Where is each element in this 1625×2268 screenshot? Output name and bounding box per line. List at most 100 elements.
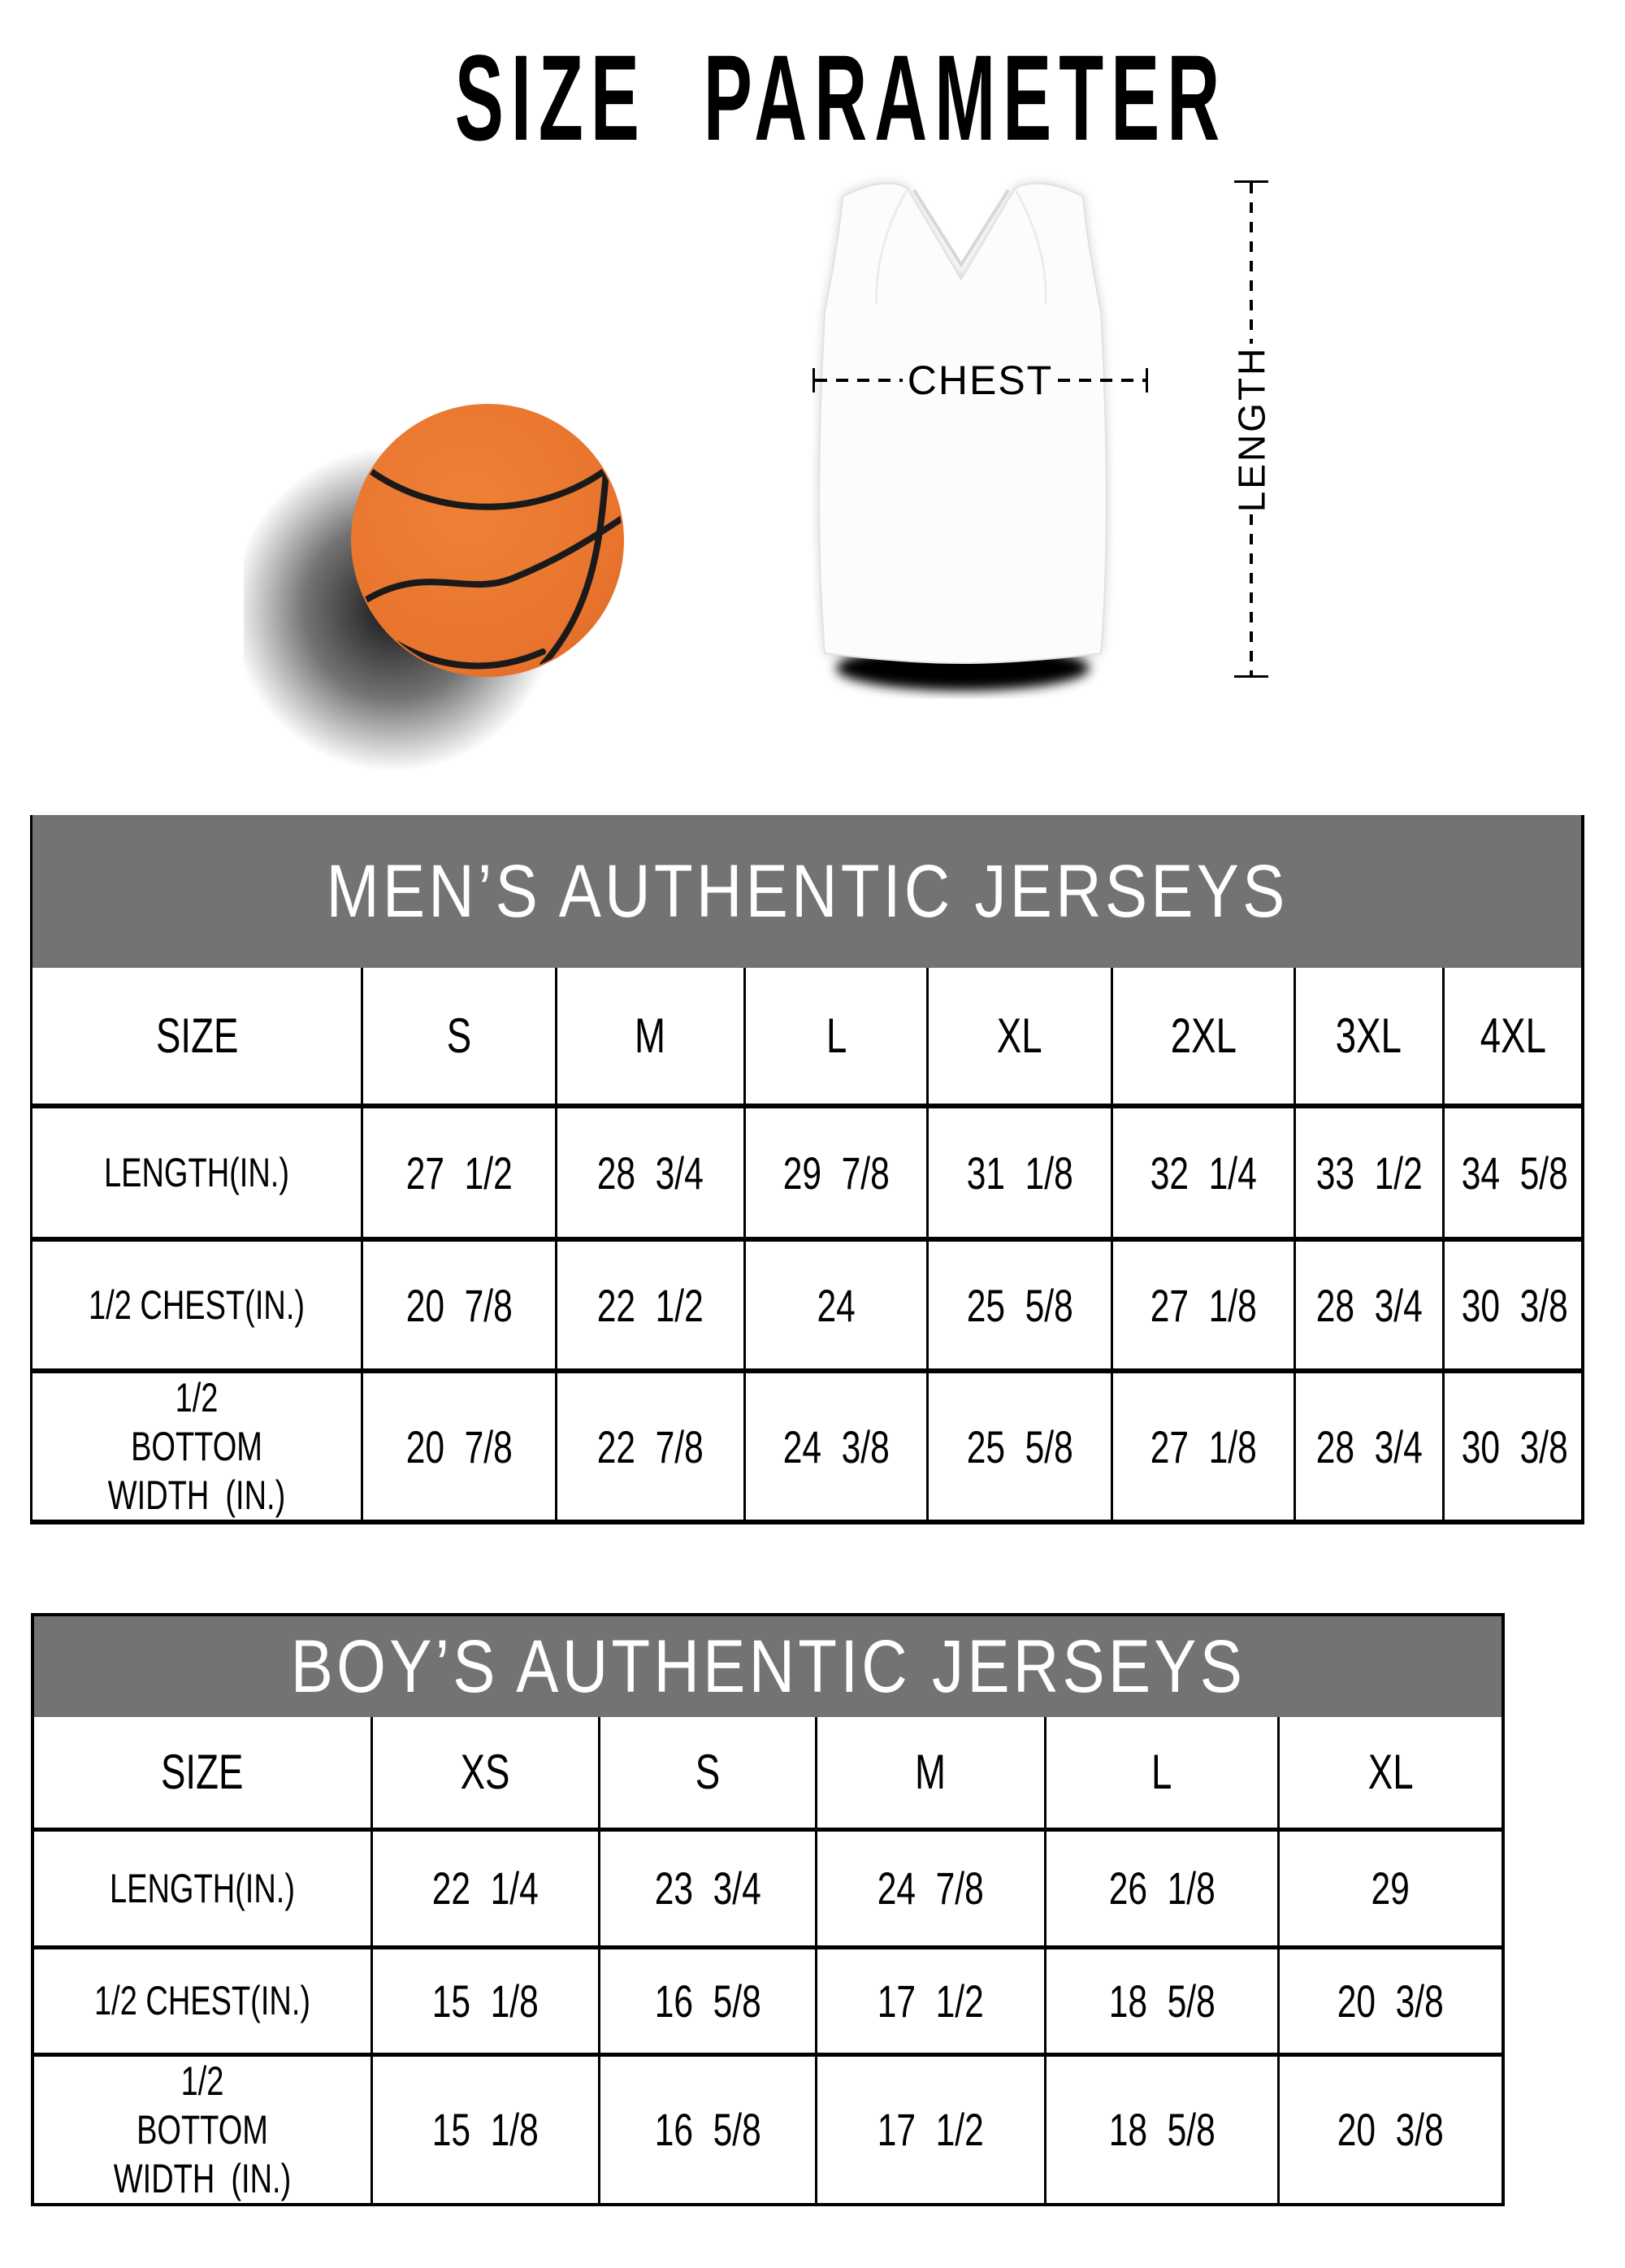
mens-col-2xl: 2XL bbox=[1110, 968, 1295, 1106]
mens-table-banner: MEN’S AUTHENTIC JERSEYS bbox=[32, 815, 1581, 968]
value-cell: 20 7/8 bbox=[361, 1237, 557, 1371]
chest-dash-right bbox=[1058, 379, 1146, 382]
length-bottom-tick bbox=[1234, 675, 1268, 678]
mens-size-header-cell: SIZE bbox=[32, 968, 362, 1106]
col-label: 3XL bbox=[1336, 1008, 1402, 1063]
row-label: 1/2 CHEST(IN.) bbox=[93, 1978, 310, 2023]
row-label: 1/2 BOTTOM WIDTH (IN.) bbox=[113, 2058, 292, 2201]
col-label: L bbox=[1151, 1745, 1172, 1800]
value-cell: 17 1/2 bbox=[815, 1945, 1046, 2054]
mens-col-l: L bbox=[743, 968, 928, 1106]
size-value: 22 7/8 bbox=[596, 1420, 704, 1472]
value-cell: 30 3/8 bbox=[1441, 1368, 1581, 1520]
size-value: 15 1/8 bbox=[431, 1975, 539, 2027]
mens-size-table: SIZE S M L XL 2XL 3XL 4XL LENGTH(IN.) 27… bbox=[32, 968, 1581, 1520]
size-value: 28 3/4 bbox=[1315, 1279, 1423, 1331]
boys-table-banner: BOY’S AUTHENTIC JERSEYS bbox=[34, 1616, 1502, 1717]
size-value: 29 bbox=[1371, 1863, 1410, 1914]
value-cell: 26 1/8 bbox=[1043, 1827, 1279, 1947]
value-cell: 27 1/8 bbox=[1110, 1368, 1295, 1520]
size-value: 29 7/8 bbox=[782, 1147, 890, 1199]
row-label: 1/2 CHEST(IN.) bbox=[89, 1282, 306, 1328]
page-title: SIZE PARAMETER bbox=[454, 29, 1228, 166]
col-label: 4XL bbox=[1480, 1008, 1546, 1063]
mens-table-title: MEN’S AUTHENTIC JERSEYS bbox=[325, 849, 1289, 933]
value-cell: 22 7/8 bbox=[554, 1368, 745, 1520]
value-cell: 28 3/4 bbox=[1293, 1237, 1444, 1371]
col-label: S bbox=[446, 1008, 472, 1063]
row-label-cell: LENGTH(IN.) bbox=[34, 1827, 372, 1947]
value-cell: 24 bbox=[743, 1237, 928, 1371]
jersey-graphic bbox=[800, 172, 1125, 699]
mens-col-m: M bbox=[554, 968, 745, 1106]
value-cell: 18 5/8 bbox=[1043, 2052, 1279, 2203]
row-label-cell: 1/2 CHEST(IN.) bbox=[34, 1945, 372, 2054]
boys-col-m: M bbox=[815, 1717, 1046, 1829]
size-value: 24 7/8 bbox=[877, 1863, 984, 1914]
size-value: 25 5/8 bbox=[966, 1279, 1073, 1331]
length-dash-bottom bbox=[1250, 514, 1253, 675]
value-cell: 20 3/8 bbox=[1276, 2052, 1502, 2203]
boys-chest-row: 1/2 CHEST(IN.) 15 1/8 16 5/8 17 1/2 18 5… bbox=[34, 1945, 1502, 2054]
chest-right-tick bbox=[1146, 368, 1148, 392]
value-cell: 28 3/4 bbox=[554, 1104, 745, 1239]
size-value: 27 1/2 bbox=[405, 1147, 513, 1199]
boys-length-row: LENGTH(IN.) 22 1/4 23 3/4 24 7/8 26 1/8 … bbox=[34, 1827, 1502, 1947]
value-cell: 25 5/8 bbox=[926, 1237, 1112, 1371]
size-value: 25 5/8 bbox=[966, 1420, 1073, 1472]
size-value: 16 5/8 bbox=[654, 2104, 761, 2155]
size-value: 28 3/4 bbox=[596, 1147, 704, 1199]
size-value: 18 5/8 bbox=[1108, 2104, 1216, 2155]
size-value: 24 3/8 bbox=[782, 1420, 890, 1472]
size-header-label: SIZE bbox=[161, 1745, 244, 1800]
size-value: 20 7/8 bbox=[405, 1420, 513, 1472]
size-value: 31 1/8 bbox=[966, 1147, 1073, 1199]
value-cell: 22 1/2 bbox=[554, 1237, 745, 1371]
value-cell: 33 1/2 bbox=[1293, 1104, 1444, 1239]
value-cell: 29 7/8 bbox=[743, 1104, 928, 1239]
size-value: 30 3/8 bbox=[1461, 1279, 1568, 1331]
size-value: 16 5/8 bbox=[654, 1975, 761, 2027]
value-cell: 23 3/4 bbox=[597, 1827, 817, 1947]
mens-col-4xl: 4XL bbox=[1441, 968, 1581, 1106]
jersey-right-seam bbox=[1013, 188, 1047, 305]
jersey-collar-trim bbox=[912, 189, 1010, 268]
value-cell: 16 5/8 bbox=[597, 1945, 817, 2054]
size-value: 20 3/8 bbox=[1337, 1975, 1445, 2027]
mens-header-row: SIZE S M L XL 2XL 3XL 4XL bbox=[32, 968, 1581, 1106]
row-label: LENGTH(IN.) bbox=[104, 1150, 290, 1195]
jersey-left-seam bbox=[875, 188, 909, 305]
boys-table-title: BOY’S AUTHENTIC JERSEYS bbox=[290, 1624, 1246, 1708]
value-cell: 17 1/2 bbox=[815, 2052, 1046, 2203]
size-value: 22 1/2 bbox=[596, 1279, 704, 1331]
col-label: M bbox=[915, 1745, 947, 1800]
ball-body bbox=[351, 404, 624, 677]
row-label-cell: 1/2 BOTTOM WIDTH (IN.) bbox=[32, 1368, 362, 1520]
size-value: 18 5/8 bbox=[1108, 1975, 1216, 2027]
basketball-graphic bbox=[232, 366, 666, 772]
chest-dash-left bbox=[815, 379, 903, 382]
value-cell: 22 1/4 bbox=[370, 1827, 600, 1947]
value-cell: 16 5/8 bbox=[597, 2052, 817, 2203]
value-cell: 15 1/8 bbox=[370, 2052, 600, 2203]
basketball-icon bbox=[232, 404, 624, 772]
size-value: 33 1/2 bbox=[1315, 1147, 1423, 1199]
jersey-icon bbox=[818, 182, 1107, 691]
value-cell: 20 7/8 bbox=[361, 1368, 557, 1520]
col-label: M bbox=[635, 1008, 666, 1063]
boys-bottom-width-row: 1/2 BOTTOM WIDTH (IN.) 15 1/8 16 5/8 17 … bbox=[34, 2052, 1502, 2203]
value-cell: 27 1/8 bbox=[1110, 1237, 1295, 1371]
boys-col-xs: XS bbox=[370, 1717, 600, 1829]
row-label: 1/2 BOTTOM WIDTH (IN.) bbox=[108, 1375, 286, 1518]
chest-left-tick bbox=[812, 368, 815, 392]
chest-measure-line: CHEST bbox=[812, 358, 1148, 403]
row-label: LENGTH(IN.) bbox=[109, 1865, 295, 1911]
boys-size-section: BOY’S AUTHENTIC JERSEYS SIZE XS S M L XL bbox=[31, 1613, 1505, 2206]
mens-bottom-width-row: 1/2 BOTTOM WIDTH (IN.) 20 7/8 22 7/8 24 … bbox=[32, 1368, 1581, 1520]
row-label-cell: 1/2 BOTTOM WIDTH (IN.) bbox=[34, 2052, 372, 2203]
size-value: 17 1/2 bbox=[877, 2104, 984, 2155]
size-value: 30 3/8 bbox=[1461, 1420, 1568, 1472]
size-value: 27 1/8 bbox=[1150, 1420, 1257, 1472]
boys-col-s: S bbox=[597, 1717, 817, 1829]
